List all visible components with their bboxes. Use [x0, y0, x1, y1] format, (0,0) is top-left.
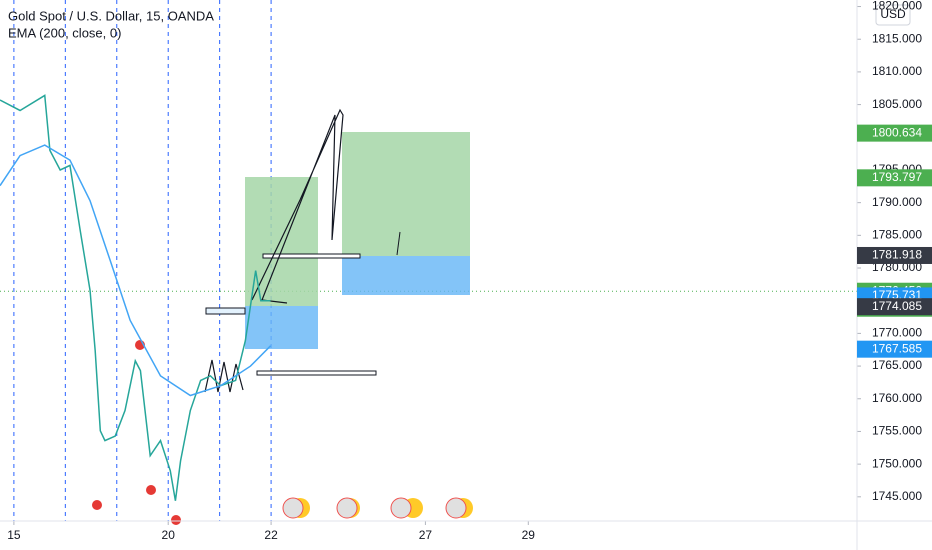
price-tag-label: 1781.918 — [872, 248, 922, 262]
drawing-rect[interactable] — [262, 253, 361, 259]
price-tag — [857, 340, 932, 358]
y-tick-label: 1810.000 — [872, 64, 922, 78]
price-tag-label: 1774.085 — [872, 299, 922, 313]
pivot-marker — [92, 500, 102, 510]
drawing-rect[interactable] — [205, 307, 246, 315]
series-line — [0, 94, 271, 501]
long-stop-zone[interactable] — [245, 306, 318, 349]
x-tick-label: 22 — [264, 528, 278, 542]
series-layer — [0, 94, 272, 501]
series-line — [0, 144, 272, 397]
event-icons[interactable] — [282, 497, 473, 519]
long-profit-zone[interactable] — [245, 177, 318, 306]
price-tag — [857, 169, 932, 187]
price-tag — [857, 298, 932, 316]
y-tick-label: 1765.000 — [872, 358, 922, 372]
y-tick-label: 1760.000 — [872, 391, 922, 405]
y-tick-label: 1790.000 — [872, 195, 922, 209]
price-tag — [857, 124, 932, 142]
long-profit-zone[interactable] — [342, 132, 470, 256]
currency-button[interactable] — [875, 4, 911, 26]
y-tick-label: 1755.000 — [872, 424, 922, 438]
y-tick-label: 1770.000 — [872, 326, 922, 340]
x-tick-label: 20 — [162, 528, 176, 542]
y-tick-label: 1745.000 — [872, 489, 922, 503]
y-tick-label: 1815.000 — [872, 31, 922, 45]
x-tick-label: 15 — [7, 528, 21, 542]
indicator-label: EMA (200, close, 0) — [8, 25, 121, 40]
drawing-rect[interactable] — [256, 370, 377, 376]
y-tick-label: 1805.000 — [872, 97, 922, 111]
x-tick-label: 27 — [419, 528, 433, 542]
y-tick-label: 1785.000 — [872, 228, 922, 242]
currency-label[interactable]: USD — [880, 7, 906, 21]
long-stop-zone[interactable] — [342, 256, 470, 295]
price-tag-label: 1800.634 — [872, 125, 922, 139]
pivot-marker — [171, 515, 181, 525]
price-tag-label: 1767.585 — [872, 341, 922, 355]
price-tag-label: 1793.797 — [872, 170, 922, 184]
y-tick-label: 1820.000 — [872, 0, 922, 13]
chart-title: Gold Spot / U.S. Dollar, 15, OANDA — [8, 8, 214, 23]
pivot-marker — [146, 485, 156, 495]
drawing-path[interactable] — [204, 359, 244, 393]
x-tick-label: 29 — [522, 528, 536, 542]
drawing-path[interactable] — [251, 108, 344, 304]
price-tag — [857, 246, 932, 264]
y-tick-label: 1750.000 — [872, 456, 922, 470]
drawing-line[interactable] — [396, 231, 401, 256]
